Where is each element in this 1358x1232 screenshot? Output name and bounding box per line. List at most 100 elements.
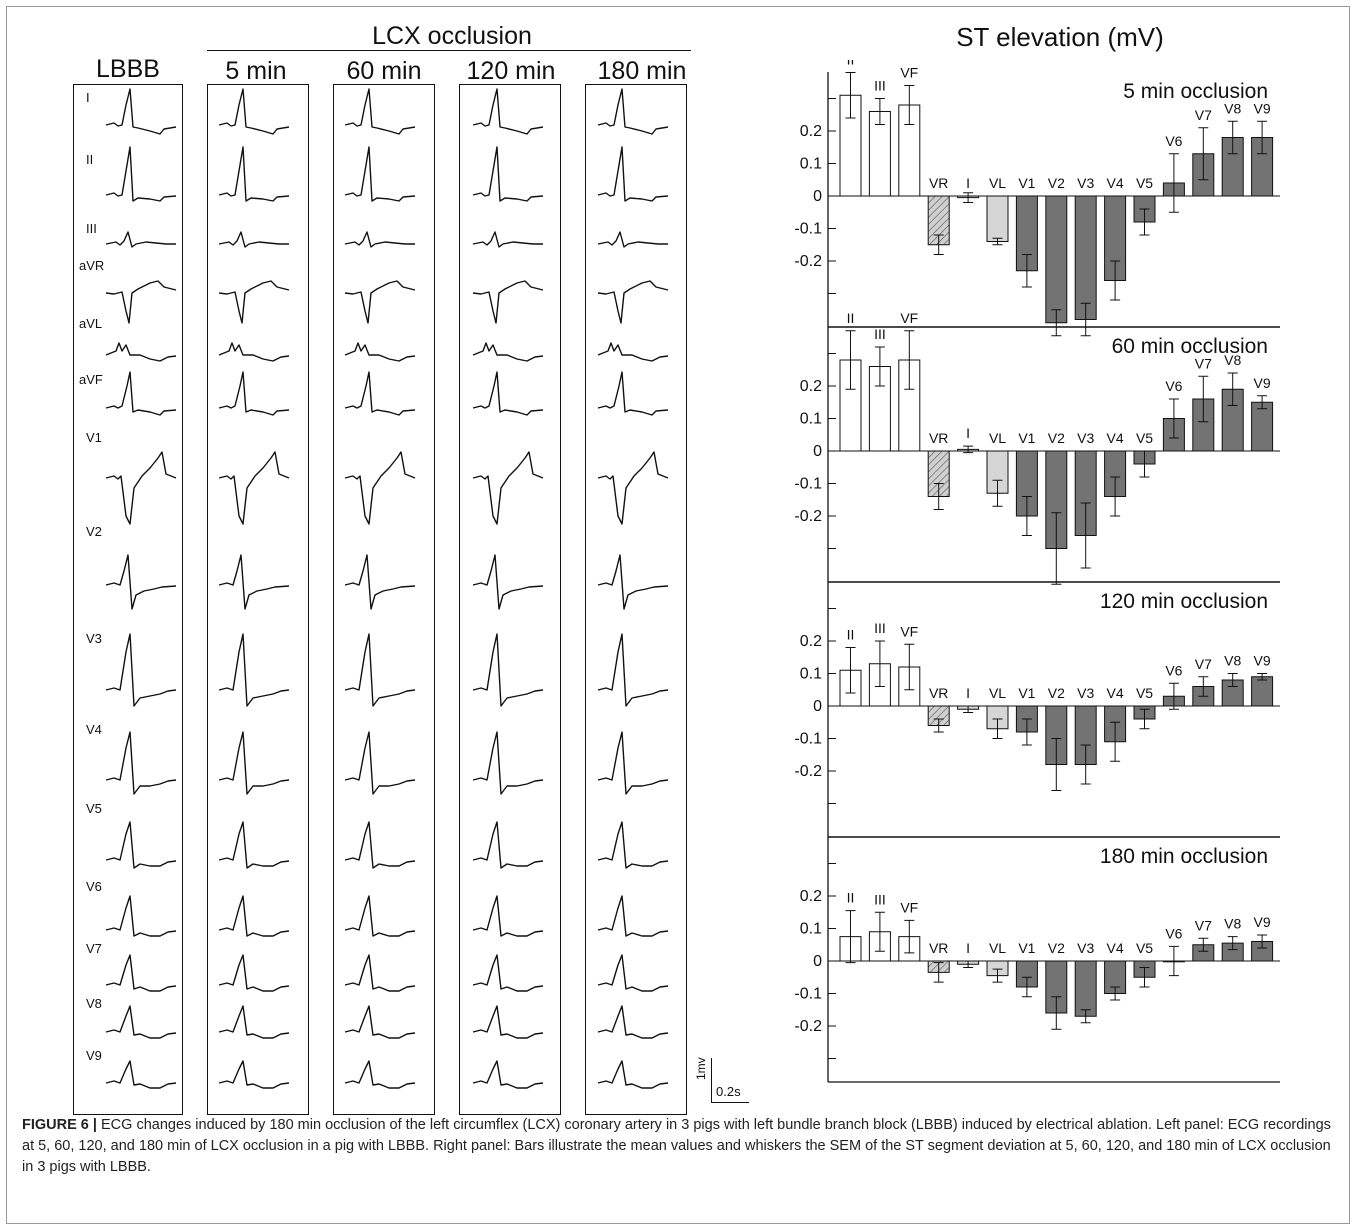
ecg-trace-lbbb-i: [105, 88, 177, 135]
ecg-trace-180min-v1: [597, 451, 669, 525]
y-tick-label-3-4: -0.2: [794, 1018, 822, 1035]
ecg-trace-120min-v6: [472, 895, 544, 937]
ecg-trace-120min-v8: [472, 1005, 544, 1039]
ecg-trace-120min-iii: [472, 231, 543, 248]
ecg-trace-180min-v5: [597, 821, 669, 869]
st-bar-label-2-7: V2: [1048, 685, 1065, 701]
ecg-trace-180min-ii: [597, 146, 669, 202]
ecg-trace-120min-avl: [472, 342, 544, 362]
lead-label-V5: V5: [86, 801, 102, 816]
st-bar-label-1-14: V9: [1254, 375, 1271, 391]
lead-label-V3: V3: [86, 631, 102, 646]
st-bar-label-3-4: I: [966, 940, 970, 956]
ecg-column-120min: [459, 84, 561, 1115]
ecg-trace-60min-v5: [344, 821, 416, 869]
ecg-trace-60min-v2: [344, 554, 416, 610]
st-bar-charts: 5 min occlusion0.20.10-0.1-0.2IIIIIVFVRI…: [794, 60, 1280, 1083]
st-bar-label-3-7: V2: [1048, 940, 1065, 956]
st-bar-label-1-1: III: [874, 326, 886, 342]
ecg-column-lbbb: [73, 84, 183, 1115]
st-bar-label-0-1: III: [874, 78, 886, 94]
ecg-trace-lbbb-avr: [105, 280, 177, 324]
st-bar-label-1-10: V5: [1136, 430, 1153, 446]
y-tick-label-1-3: -0.1: [794, 476, 822, 493]
st-bar-2-v9: [1251, 676, 1274, 707]
column-title-120min: 120 min: [466, 57, 556, 85]
st-bar-label-1-4: I: [966, 425, 970, 441]
ecg-trace-60min-v6: [344, 895, 416, 937]
st-bar-label-1-0: II: [847, 310, 855, 326]
ecg-trace-180min-v7: [597, 954, 669, 992]
panel-title-2: 120 min occlusion: [1100, 590, 1268, 613]
st-bar-label-3-9: V4: [1107, 940, 1124, 956]
y-tick-label-0-1: 0.1: [800, 156, 822, 173]
st-bar-label-1-2: VF: [900, 310, 918, 326]
ecg-trace-lbbb-v2: [105, 554, 177, 610]
st-bar-label-2-5: VL: [989, 685, 1006, 701]
st-bar-0-vl: [986, 195, 1009, 242]
scale-bar-time-label: 0.2s: [716, 1084, 741, 1099]
column-title-180min: 180 min: [597, 57, 687, 85]
y-tick-label-2-0: 0.2: [800, 633, 822, 650]
lcx-group-rule: [207, 50, 691, 51]
st-bar-label-3-10: V5: [1136, 940, 1153, 956]
st-bar-label-1-12: V7: [1195, 355, 1212, 371]
ecg-trace-5min-v1: [218, 451, 290, 525]
ecg-trace-180min-avf: [597, 371, 669, 416]
ecg-trace-120min-v4: [472, 731, 544, 795]
y-tick-label-3-2: 0: [813, 953, 822, 970]
ecg-trace-120min-avf: [472, 371, 544, 416]
st-bar-label-0-11: V6: [1165, 133, 1182, 149]
y-tick-label-0-2: 0: [813, 188, 822, 205]
ecg-trace-lbbb-v3: [105, 633, 177, 707]
ecg-trace-lbbb-v8: [105, 1005, 177, 1039]
y-tick-label-1-1: 0.1: [800, 411, 822, 428]
ecg-trace-180min-v4: [597, 731, 669, 795]
ecg-trace-lbbb-v4: [105, 731, 177, 795]
lead-label-V1: V1: [86, 430, 102, 445]
lead-label-V9: V9: [86, 1048, 102, 1063]
st-bar-label-3-0: II: [847, 890, 855, 906]
ecg-trace-60min-v7: [344, 954, 416, 992]
ecg-trace-5min-i: [218, 88, 290, 135]
ecg-trace-120min-v9: [472, 1060, 544, 1089]
st-bar-label-0-14: V9: [1254, 100, 1271, 116]
ecg-trace-5min-v6: [218, 895, 290, 937]
st-bar-label-3-1: III: [874, 891, 886, 907]
ecg-trace-60min-ii: [344, 146, 416, 202]
st-bar-label-0-10: V5: [1136, 175, 1153, 191]
lead-label-aVR: aVR: [79, 258, 105, 273]
lead-label-V8: V8: [86, 996, 102, 1011]
st-bar-label-1-7: V2: [1048, 430, 1065, 446]
st-bar-label-2-14: V9: [1254, 653, 1271, 669]
y-tick-label-0-3: -0.1: [794, 221, 822, 238]
ecg-trace-lbbb-v9: [105, 1060, 177, 1089]
ecg-trace-lbbb-v1: [105, 451, 177, 525]
st-bar-label-3-14: V9: [1254, 914, 1271, 930]
lead-label-aVF: aVF: [79, 372, 103, 387]
ecg-trace-180min-v6: [597, 895, 669, 937]
ecg-trace-lbbb-v7: [105, 954, 177, 992]
lcx-occlusion-title: LCX occlusion: [372, 22, 532, 50]
ecg-trace-180min-i: [597, 88, 669, 135]
ecg-trace-60min-v4: [344, 731, 416, 795]
st-bar-label-2-6: V1: [1018, 685, 1035, 701]
ecg-trace-180min-iii: [597, 231, 668, 248]
ecg-trace-180min-avr: [597, 280, 669, 324]
st-bar-0-v2: [1045, 195, 1068, 324]
y-tick-label-2-3: -0.1: [794, 731, 822, 748]
y-tick-label-3-3: -0.1: [794, 986, 822, 1003]
panel-title-0: 5 min occlusion: [1123, 80, 1268, 103]
caption-text: ECG changes induced by 180 min occlusion…: [22, 1117, 1331, 1175]
st-bar-label-2-9: V4: [1107, 685, 1124, 701]
ecg-trace-60min-v3: [344, 633, 416, 707]
lead-label-V7: V7: [86, 941, 102, 956]
st-bar-label-0-2: VF: [900, 65, 918, 81]
ecg-trace-lbbb-v5: [105, 821, 177, 869]
lead-label-II: II: [86, 152, 94, 167]
ecg-trace-120min-v2: [472, 554, 544, 610]
st-bar-label-3-5: VL: [989, 940, 1006, 956]
ecg-trace-60min-avl: [344, 342, 416, 362]
ecg-trace-60min-v1: [344, 451, 416, 525]
lead-label-I: I: [86, 90, 90, 105]
